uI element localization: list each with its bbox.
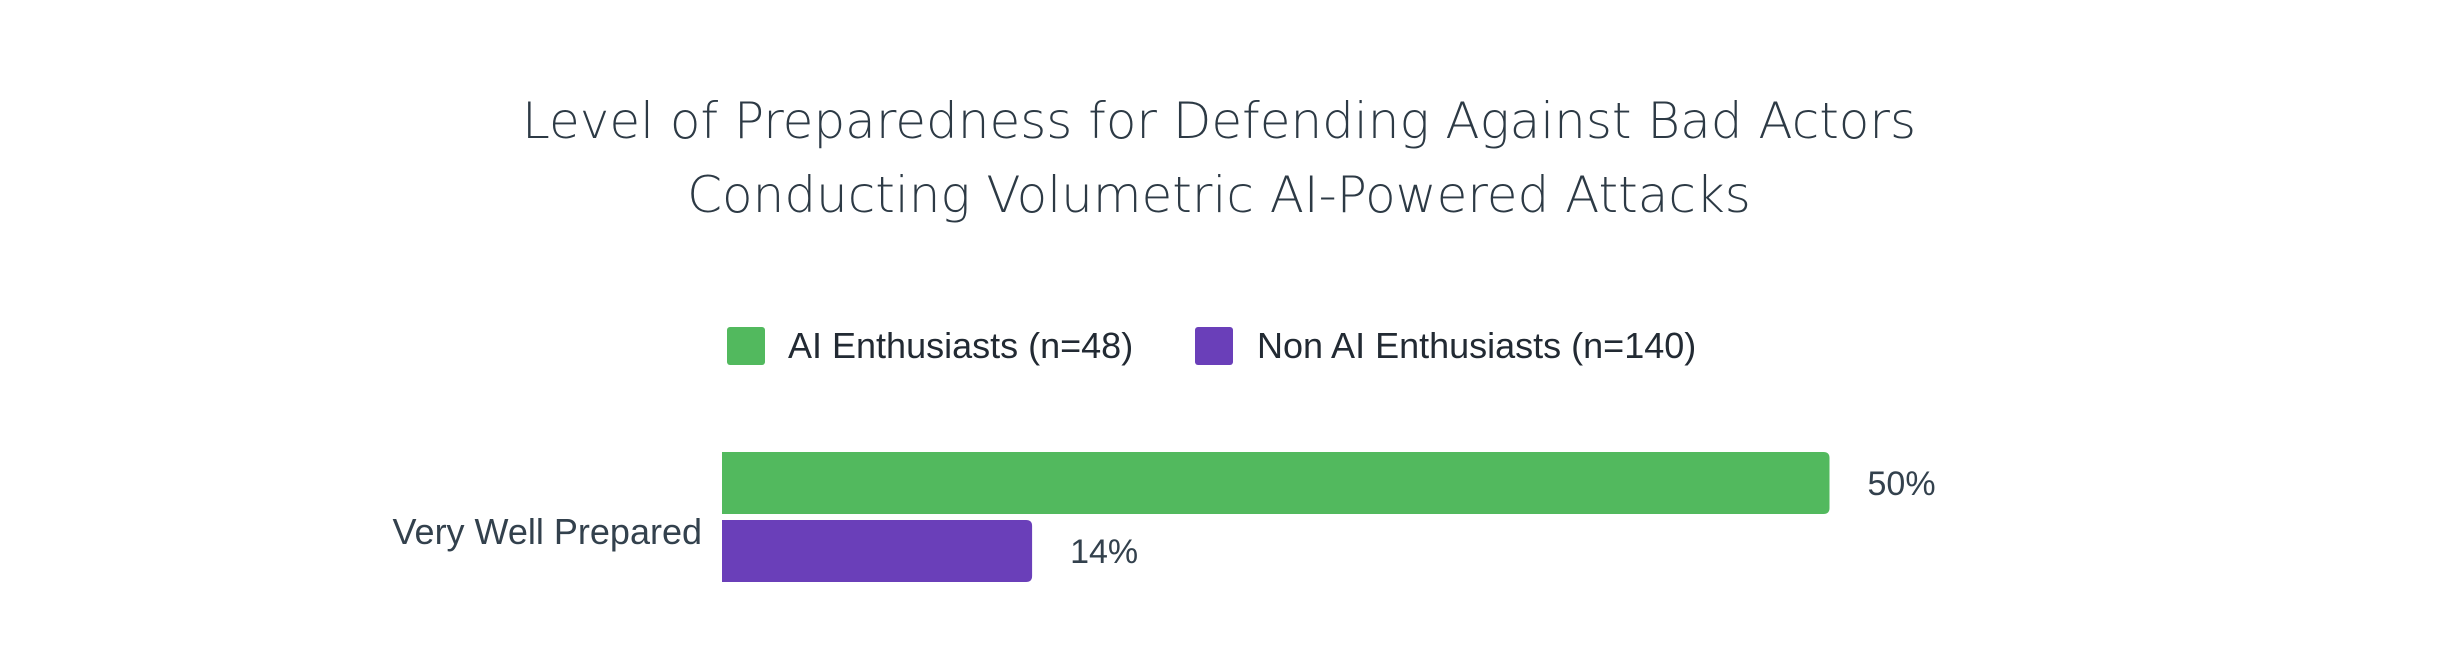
bar-1-1: [722, 452, 1830, 514]
chart-title-line-2: Conducting Volumetric AI-Powered Attacks: [687, 166, 1751, 224]
legend-swatch-1: [727, 327, 765, 365]
legend-label-2: Non AI Enthusiasts (n=140): [1257, 325, 1696, 366]
chart-title: Level of Preparedness for Defending Agai…: [522, 92, 1916, 224]
legend: AI Enthusiasts (n=48) Non AI Enthusiasts …: [727, 325, 1696, 366]
data-label-1-1: 50%: [1868, 465, 1936, 503]
data-label-2-1: 14%: [1070, 533, 1138, 571]
bar-2-1: [722, 520, 1033, 582]
legend-label-1: AI Enthusiasts (n=48): [788, 325, 1133, 366]
chart-title-line-1: Level of Preparedness for Defending Agai…: [522, 92, 1916, 150]
legend-swatch-2: [1195, 327, 1233, 365]
plot-area: Very Well Prepared 50% 14%: [393, 452, 1936, 582]
category-label-1: Very Well Prepared: [393, 511, 702, 552]
